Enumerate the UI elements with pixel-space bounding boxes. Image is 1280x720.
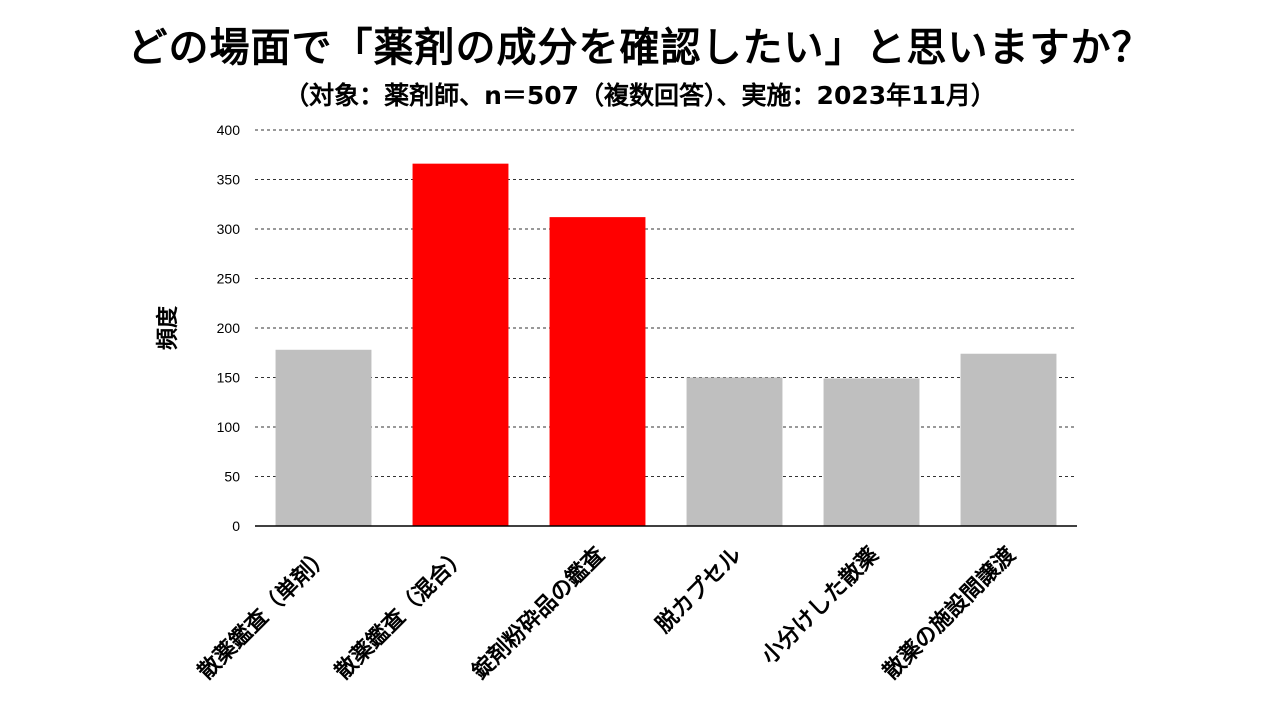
y-tick-label: 0 xyxy=(232,518,240,534)
bars xyxy=(275,163,1057,526)
y-tick-label: 300 xyxy=(217,221,241,237)
y-tick-label: 250 xyxy=(217,271,241,287)
x-tick-label: 小分けした散薬 xyxy=(757,543,884,670)
y-tick-label: 150 xyxy=(217,370,241,386)
y-tick-label: 400 xyxy=(217,122,241,138)
bar xyxy=(686,377,783,526)
y-tick-label: 350 xyxy=(217,172,241,188)
bar xyxy=(412,163,509,526)
chart-title: どの場面で「薬剤の成分を確認したい」と思いますか？ xyxy=(127,25,1153,71)
x-tick-label: 散薬鑑査（混合） xyxy=(330,542,473,685)
x-tick-label: 錠剤粉砕品の鑑査 xyxy=(467,541,611,685)
y-tick-label: 50 xyxy=(224,469,240,485)
bar xyxy=(960,353,1057,526)
x-tick-label: 散薬の施設間譲渡 xyxy=(878,541,1022,685)
gridlines xyxy=(255,129,1077,477)
bar xyxy=(549,217,646,526)
bar xyxy=(823,378,920,526)
chart-subtitle: （対象：薬剤師、n＝507（複数回答）、実施：2023年11月） xyxy=(284,81,996,110)
y-axis-ticks: 0 50 100 150 200 250 300 350 400 xyxy=(217,122,241,534)
x-tick-label: 散薬鑑査（単剤） xyxy=(193,542,336,685)
y-tick-label: 200 xyxy=(217,320,241,336)
y-axis-label: 頻度 xyxy=(155,305,181,350)
x-tick-label: 脱カプセル xyxy=(651,543,746,638)
y-tick-label: 100 xyxy=(217,419,241,435)
x-axis-labels: 散薬鑑査（単剤）散薬鑑査（混合）錠剤粉砕品の鑑査 脱カプセル 小分けした散薬散薬の施… xyxy=(193,541,1022,685)
bar xyxy=(275,349,372,526)
